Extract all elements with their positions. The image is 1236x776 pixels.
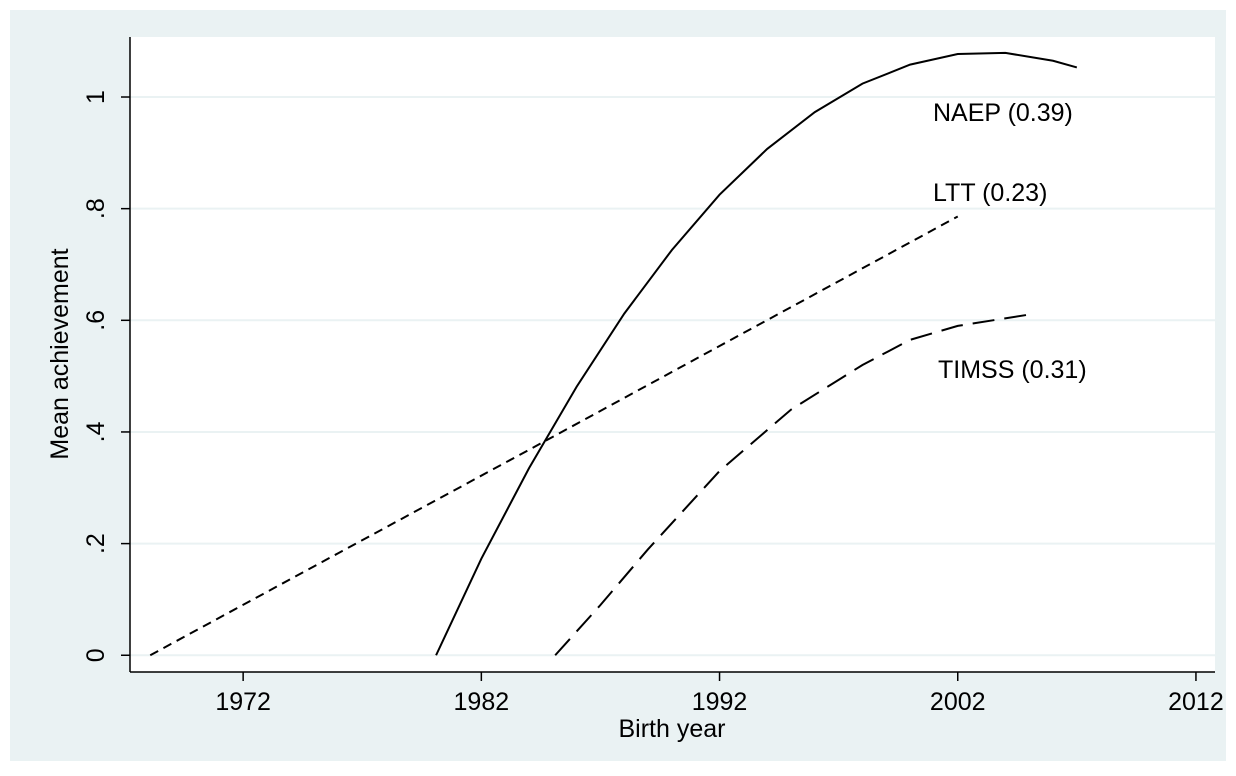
series-line: [554, 313, 1032, 656]
y-tick-label: .8: [82, 198, 110, 219]
y-tick-label: 0: [82, 648, 110, 662]
plot-area: [130, 37, 1215, 672]
y-tick-label: .6: [82, 310, 110, 331]
x-tick-label: 2002: [930, 688, 986, 716]
series-line: [435, 51, 1078, 656]
x-axis-label: Birth year: [619, 715, 726, 743]
x-tick-label: 1982: [454, 688, 510, 716]
series-label: LTT (0.23): [933, 179, 1047, 207]
y-axis-label: Mean achievement: [46, 248, 74, 459]
y-tick-label: .4: [82, 421, 110, 442]
x-tick-label: 2012: [1168, 688, 1224, 716]
y-tick-label: 1: [82, 90, 110, 104]
y-tick-label: .2: [82, 533, 110, 554]
x-tick-label: 1992: [692, 688, 748, 716]
series-label: TIMSS (0.31): [938, 356, 1087, 384]
x-tick-label: 1972: [215, 688, 271, 716]
series-label: NAEP (0.39): [933, 99, 1073, 127]
series-line: [149, 215, 959, 657]
